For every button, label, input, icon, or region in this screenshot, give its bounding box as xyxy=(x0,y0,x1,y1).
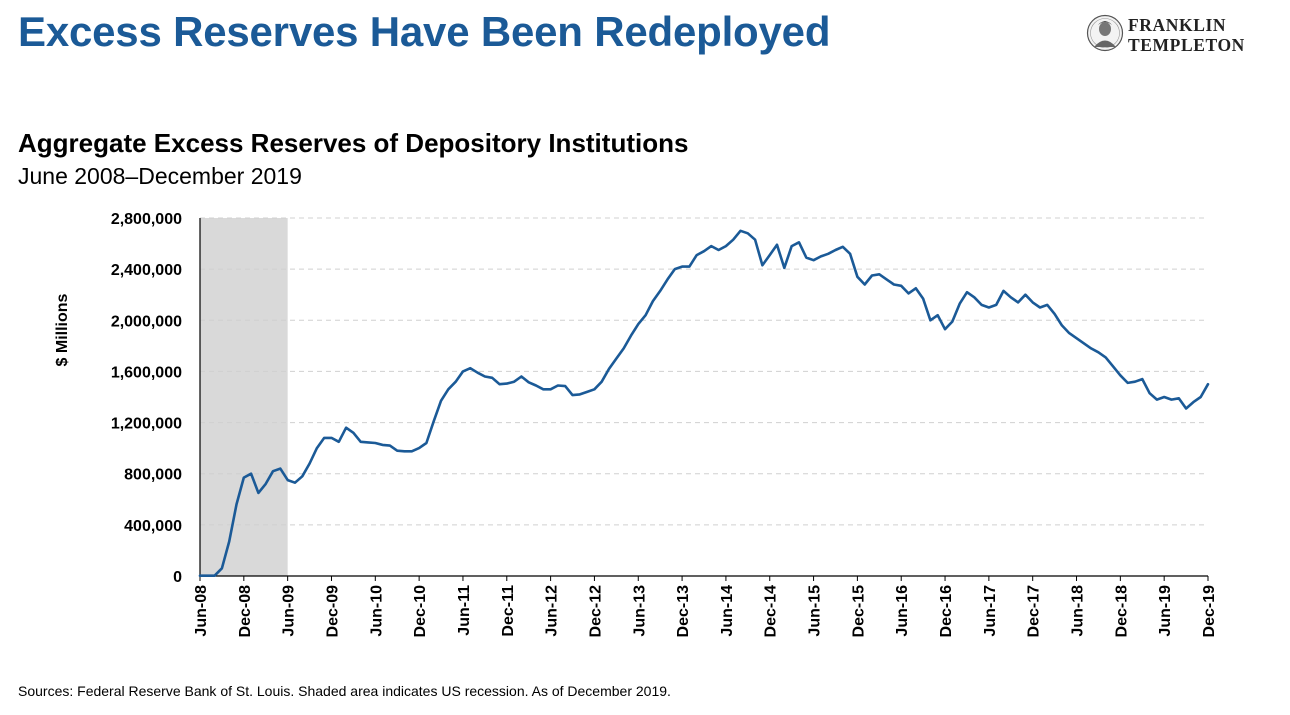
y-tick-label: 2,400,000 xyxy=(111,262,182,279)
x-tick-label: Jun-10 xyxy=(368,585,385,637)
x-tick-labels: Jun-08 Dec-08 Jun-09 Dec-09 Jun-10 Dec-10 Jun-… xyxy=(193,576,1218,637)
chart-title: Aggregate Excess Reserves of Depository … xyxy=(18,128,689,158)
x-tick-label: Dec-13 xyxy=(675,585,692,638)
x-tick-label: Jun-17 xyxy=(982,585,999,637)
logo-text-line1: FRANKLIN xyxy=(1128,15,1227,35)
y-tick-label: 800,000 xyxy=(124,467,182,484)
x-tick-label: Dec-11 xyxy=(500,585,517,637)
gridlines xyxy=(200,217,1208,526)
y-tick-labels: 0 400,000 800,000 1,200,000 1,600,000 2,000,0… xyxy=(111,211,182,586)
x-tick-label: Jun-09 xyxy=(281,585,298,637)
recession-band-layer xyxy=(200,218,288,576)
series-line-excess-reserves xyxy=(198,229,1210,578)
y-tick-label: 400,000 xyxy=(124,518,182,535)
recession-band xyxy=(200,218,288,576)
x-tick-label: Jun-15 xyxy=(807,585,824,637)
x-tick-label: Jun-08 xyxy=(193,585,210,637)
x-tick-label: Jun-14 xyxy=(719,585,736,637)
y-tick-label: 0 xyxy=(173,569,182,586)
x-tick-label: Jun-12 xyxy=(544,585,561,637)
y-tick-label: 1,200,000 xyxy=(111,416,182,433)
franklin-templeton-logo: FRANKLIN TEMPLETON xyxy=(1086,14,1276,58)
y-tick-label: 2,000,000 xyxy=(111,313,182,330)
x-tick-label: Dec-16 xyxy=(938,585,955,638)
x-tick-label: Dec-19 xyxy=(1201,585,1218,638)
x-tick-label: Jun-13 xyxy=(631,585,648,637)
x-tick-label: Dec-17 xyxy=(1026,585,1043,638)
x-tick-label: Dec-18 xyxy=(1113,585,1130,638)
y-tick-label: 1,600,000 xyxy=(111,364,182,381)
x-tick-label: Jun-11 xyxy=(456,585,473,636)
portrait-seal-icon xyxy=(1086,14,1124,52)
logo-text-line2: TEMPLETON xyxy=(1128,35,1245,55)
x-tick-label: Dec-10 xyxy=(412,585,429,638)
line-chart: 0 400,000 800,000 1,200,000 1,600,000 2,000,0… xyxy=(54,211,1218,637)
x-tick-label: Dec-12 xyxy=(587,585,604,638)
x-tick-label: Jun-19 xyxy=(1157,585,1174,637)
page-title: Excess Reserves Have Been Redeployed xyxy=(18,8,831,55)
y-tick-label: 2,800,000 xyxy=(111,211,182,228)
x-tick-label: Jun-16 xyxy=(894,585,911,637)
axes xyxy=(199,218,1208,577)
series-layer xyxy=(198,229,1210,578)
x-tick-label: Jun-18 xyxy=(1070,585,1087,637)
chart-subtitle: June 2008–December 2019 xyxy=(18,163,302,189)
y-axis-label: $ Millions xyxy=(54,293,71,366)
x-tick-label: Dec-08 xyxy=(237,585,254,638)
x-tick-label: Dec-09 xyxy=(324,585,341,638)
x-tick-label: Dec-15 xyxy=(850,585,867,638)
sources-footnote: Sources: Federal Reserve Bank of St. Lou… xyxy=(18,683,671,699)
x-tick-label: Dec-14 xyxy=(763,585,780,638)
